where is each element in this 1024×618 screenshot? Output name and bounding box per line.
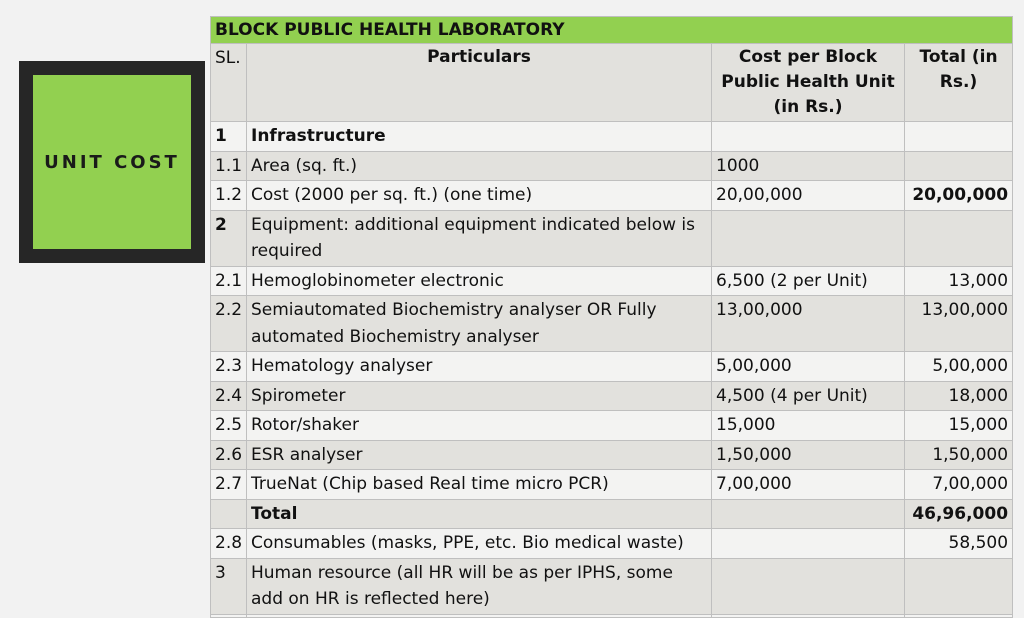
cell-total: 20,00,000 — [903, 180, 1014, 211]
table-row: 3 Human resource (all HR will be as per I… — [210, 557, 1014, 615]
cell-total: 15,000 — [903, 410, 1014, 441]
cell-sl: 2.3 — [210, 351, 247, 382]
header-particulars: Particulars — [246, 43, 712, 122]
table-row: 2.4 Spirometer 4,500 (4 per Unit) 18,000 — [210, 380, 1014, 411]
table-row: 2.6 ESR analyser 1,50,000 1,50,000 — [210, 439, 1014, 470]
cell-particulars: Infrastructure — [246, 121, 712, 152]
table-row: 2.1 Hemoglobinometer electronic 6,500 (2 p… — [210, 265, 1014, 296]
cell-particulars: Semiautomated Biochemistry analyser OR F… — [246, 295, 712, 352]
cell-cost: 6,500 (2 per Unit) — [711, 265, 905, 296]
unit-cost-label: UNIT COST — [44, 151, 180, 173]
cell-cost: 15,000 — [711, 410, 905, 441]
table-title-row: BLOCK PUBLIC HEALTH LABORATORY — [209, 16, 1014, 44]
cell-cost: 4,500 (4 per Unit) — [711, 380, 905, 411]
cell-cost — [711, 121, 905, 152]
cell-sl: 2.6 — [210, 439, 247, 470]
cell-sl: 3 — [210, 557, 247, 615]
cell-particulars: Hemoglobinometer electronic — [246, 265, 712, 296]
table-row — [210, 613, 1014, 618]
table-row: 2.3 Hematology analyser 5,00,000 5,00,000 — [210, 351, 1014, 382]
cell-total: 5,00,000 — [903, 351, 1014, 382]
table-row: 2.5 Rotor/shaker 15,000 15,000 — [210, 410, 1014, 441]
cell-total: 1,50,000 — [903, 439, 1014, 470]
cell-total: 7,00,000 — [903, 469, 1014, 500]
cell-particulars: Total — [246, 498, 712, 529]
table-row: 1 Infrastructure — [210, 121, 1014, 152]
cell-cost: 13,00,000 — [711, 295, 905, 352]
cell-sl: 2.8 — [210, 528, 247, 559]
table-row: 2 Equipment: additional equipment indicat… — [210, 209, 1014, 267]
cell-particulars: Rotor/shaker — [246, 410, 712, 441]
cell-cost: 1000 — [711, 150, 905, 181]
cell-particulars: TrueNat (Chip based Real time micro PCR) — [246, 469, 712, 500]
cell-particulars: Equipment: additional equipment indicate… — [246, 209, 712, 267]
cell-total — [903, 613, 1014, 618]
cell-cost — [711, 528, 905, 559]
cell-particulars: Hematology analyser — [246, 351, 712, 382]
cell-cost: 20,00,000 — [711, 180, 905, 211]
cell-particulars: Area (sq. ft.) — [246, 150, 712, 181]
cell-total — [903, 121, 1014, 152]
cell-particulars — [246, 613, 712, 618]
cost-table: BLOCK PUBLIC HEALTH LABORATORY SL. Parti… — [209, 16, 1014, 618]
cell-sl: 2.4 — [210, 380, 247, 411]
cell-total — [903, 150, 1014, 181]
header-sl: SL. — [210, 43, 247, 122]
table-row: Total 46,96,000 — [210, 498, 1014, 529]
cell-particulars: Cost (2000 per sq. ft.) (one time) — [246, 180, 712, 211]
cell-total: 13,000 — [903, 265, 1014, 296]
cell-cost — [711, 209, 905, 267]
cell-particulars: Consumables (masks, PPE, etc. Bio medica… — [246, 528, 712, 559]
table-row: 1.1 Area (sq. ft.) 1000 — [210, 150, 1014, 181]
unit-cost-badge-fill: UNIT COST — [33, 75, 191, 249]
unit-cost-badge: UNIT COST — [19, 61, 205, 263]
table-row: 1.2 Cost (2000 per sq. ft.) (one time) 20,… — [210, 180, 1014, 211]
cell-cost: 7,00,000 — [711, 469, 905, 500]
cell-cost — [711, 557, 905, 615]
cell-particulars: ESR analyser — [246, 439, 712, 470]
cell-total: 46,96,000 — [903, 498, 1014, 529]
cell-sl: 2 — [210, 209, 247, 267]
cell-sl — [210, 613, 247, 618]
cell-sl: 1.1 — [210, 150, 247, 181]
header-total: Total (in Rs.) — [903, 43, 1014, 122]
cell-cost — [711, 498, 905, 529]
cell-sl: 2.2 — [210, 295, 247, 352]
cell-total: 58,500 — [903, 528, 1014, 559]
cell-total — [903, 209, 1014, 267]
cell-sl: 2.1 — [210, 265, 247, 296]
cell-total — [903, 557, 1014, 615]
table-title: BLOCK PUBLIC HEALTH LABORATORY — [209, 16, 1014, 44]
cell-cost — [711, 613, 905, 618]
cell-sl: 1.2 — [210, 180, 247, 211]
table-row: 2.2 Semiautomated Biochemistry analyser O… — [210, 295, 1014, 352]
table-row: 2.8 Consumables (masks, PPE, etc. Bio med… — [210, 528, 1014, 559]
cell-cost: 1,50,000 — [711, 439, 905, 470]
table-row: 2.7 TrueNat (Chip based Real time micro P… — [210, 469, 1014, 500]
cell-total: 18,000 — [903, 380, 1014, 411]
header-cost-per-unit: Cost per Block Public Health Unit (in Rs… — [711, 43, 905, 122]
cell-sl: 2.5 — [210, 410, 247, 441]
cell-particulars: Spirometer — [246, 380, 712, 411]
cell-cost: 5,00,000 — [711, 351, 905, 382]
cell-sl: 1 — [210, 121, 247, 152]
table-header-row: SL. Particulars Cost per Block Public He… — [210, 43, 1014, 122]
cell-particulars: Human resource (all HR will be as per IP… — [246, 557, 712, 615]
cell-total: 13,00,000 — [903, 295, 1014, 352]
cell-sl — [210, 498, 247, 529]
cell-sl: 2.7 — [210, 469, 247, 500]
